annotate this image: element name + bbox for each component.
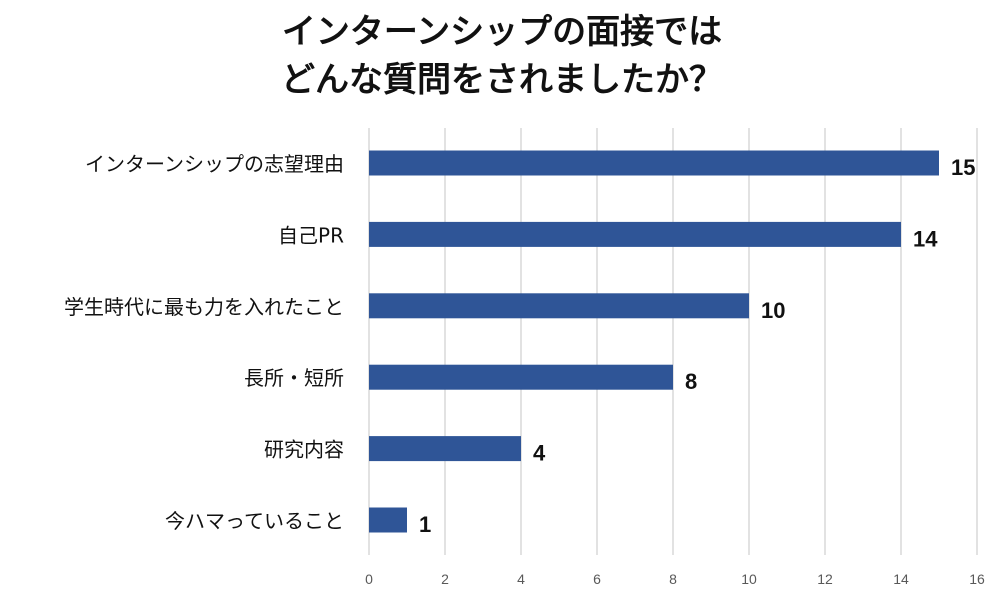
x-tick-label: 16 (969, 571, 985, 587)
data-label: 14 (913, 226, 938, 251)
chart-title-line-1: インターンシップの面接では (281, 12, 723, 52)
x-tick-label: 10 (741, 571, 757, 587)
x-tick-label: 12 (817, 571, 833, 587)
category-label: 長所・短所 (244, 366, 344, 390)
x-tick-label: 6 (593, 571, 601, 587)
chart-title: インターンシップの面接では どんな質問をされましたか？ (0, 8, 1004, 104)
data-label: 10 (761, 298, 785, 323)
data-label: 8 (685, 369, 697, 394)
data-label: 15 (951, 155, 975, 180)
bar-1 (369, 221, 901, 247)
category-label: 今ハマっていること (165, 509, 344, 533)
x-tick-label: 0 (365, 571, 373, 587)
bar-4 (369, 436, 521, 462)
x-tick-label: 2 (441, 571, 449, 587)
chart-title-line-2: どんな質問をされましたか？ (281, 60, 723, 100)
bar-5 (369, 507, 407, 533)
category-label: 自己PR (278, 223, 344, 247)
category-label: 学生時代に最も力を入れたこと (64, 295, 344, 319)
x-tick-label: 8 (669, 571, 677, 587)
bar-3 (369, 364, 673, 390)
category-label: 研究内容 (264, 438, 344, 462)
data-label: 4 (533, 441, 546, 466)
bar-0 (369, 150, 939, 176)
x-tick-label: 14 (893, 571, 909, 587)
data-label: 1 (419, 512, 431, 537)
bar-2 (369, 293, 749, 319)
category-label: インターンシップの志望理由 (85, 152, 344, 176)
x-tick-label: 4 (517, 571, 525, 587)
